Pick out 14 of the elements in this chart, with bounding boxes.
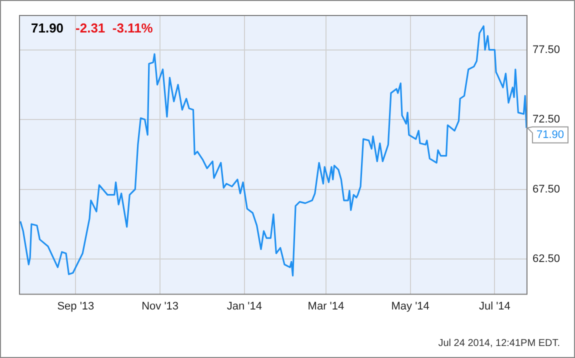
annotation: 71.90 <box>536 128 564 141</box>
x-tick-label: Sep '13 <box>57 300 94 312</box>
chart-subtitle: -2.31 -3.11% <box>76 20 154 36</box>
y-tick-label: 67.50 <box>532 183 560 196</box>
y-tick-label: 62.50 <box>532 252 560 265</box>
x-tick-label: Nov '13 <box>142 300 179 312</box>
x-tick-label: Mar '14 <box>308 300 344 312</box>
y-tick-label: 72.50 <box>532 114 560 126</box>
text: Jul 24 2014, 12:41PM EDT. <box>438 338 560 349</box>
x-tick-label: May '14 <box>391 300 430 312</box>
x-tick-label: Jul '14 <box>478 300 510 312</box>
x-tick-label: Jan '14 <box>226 300 262 312</box>
y-tick-label: 77.50 <box>532 44 560 56</box>
chart-title: 71.90 <box>31 20 64 36</box>
